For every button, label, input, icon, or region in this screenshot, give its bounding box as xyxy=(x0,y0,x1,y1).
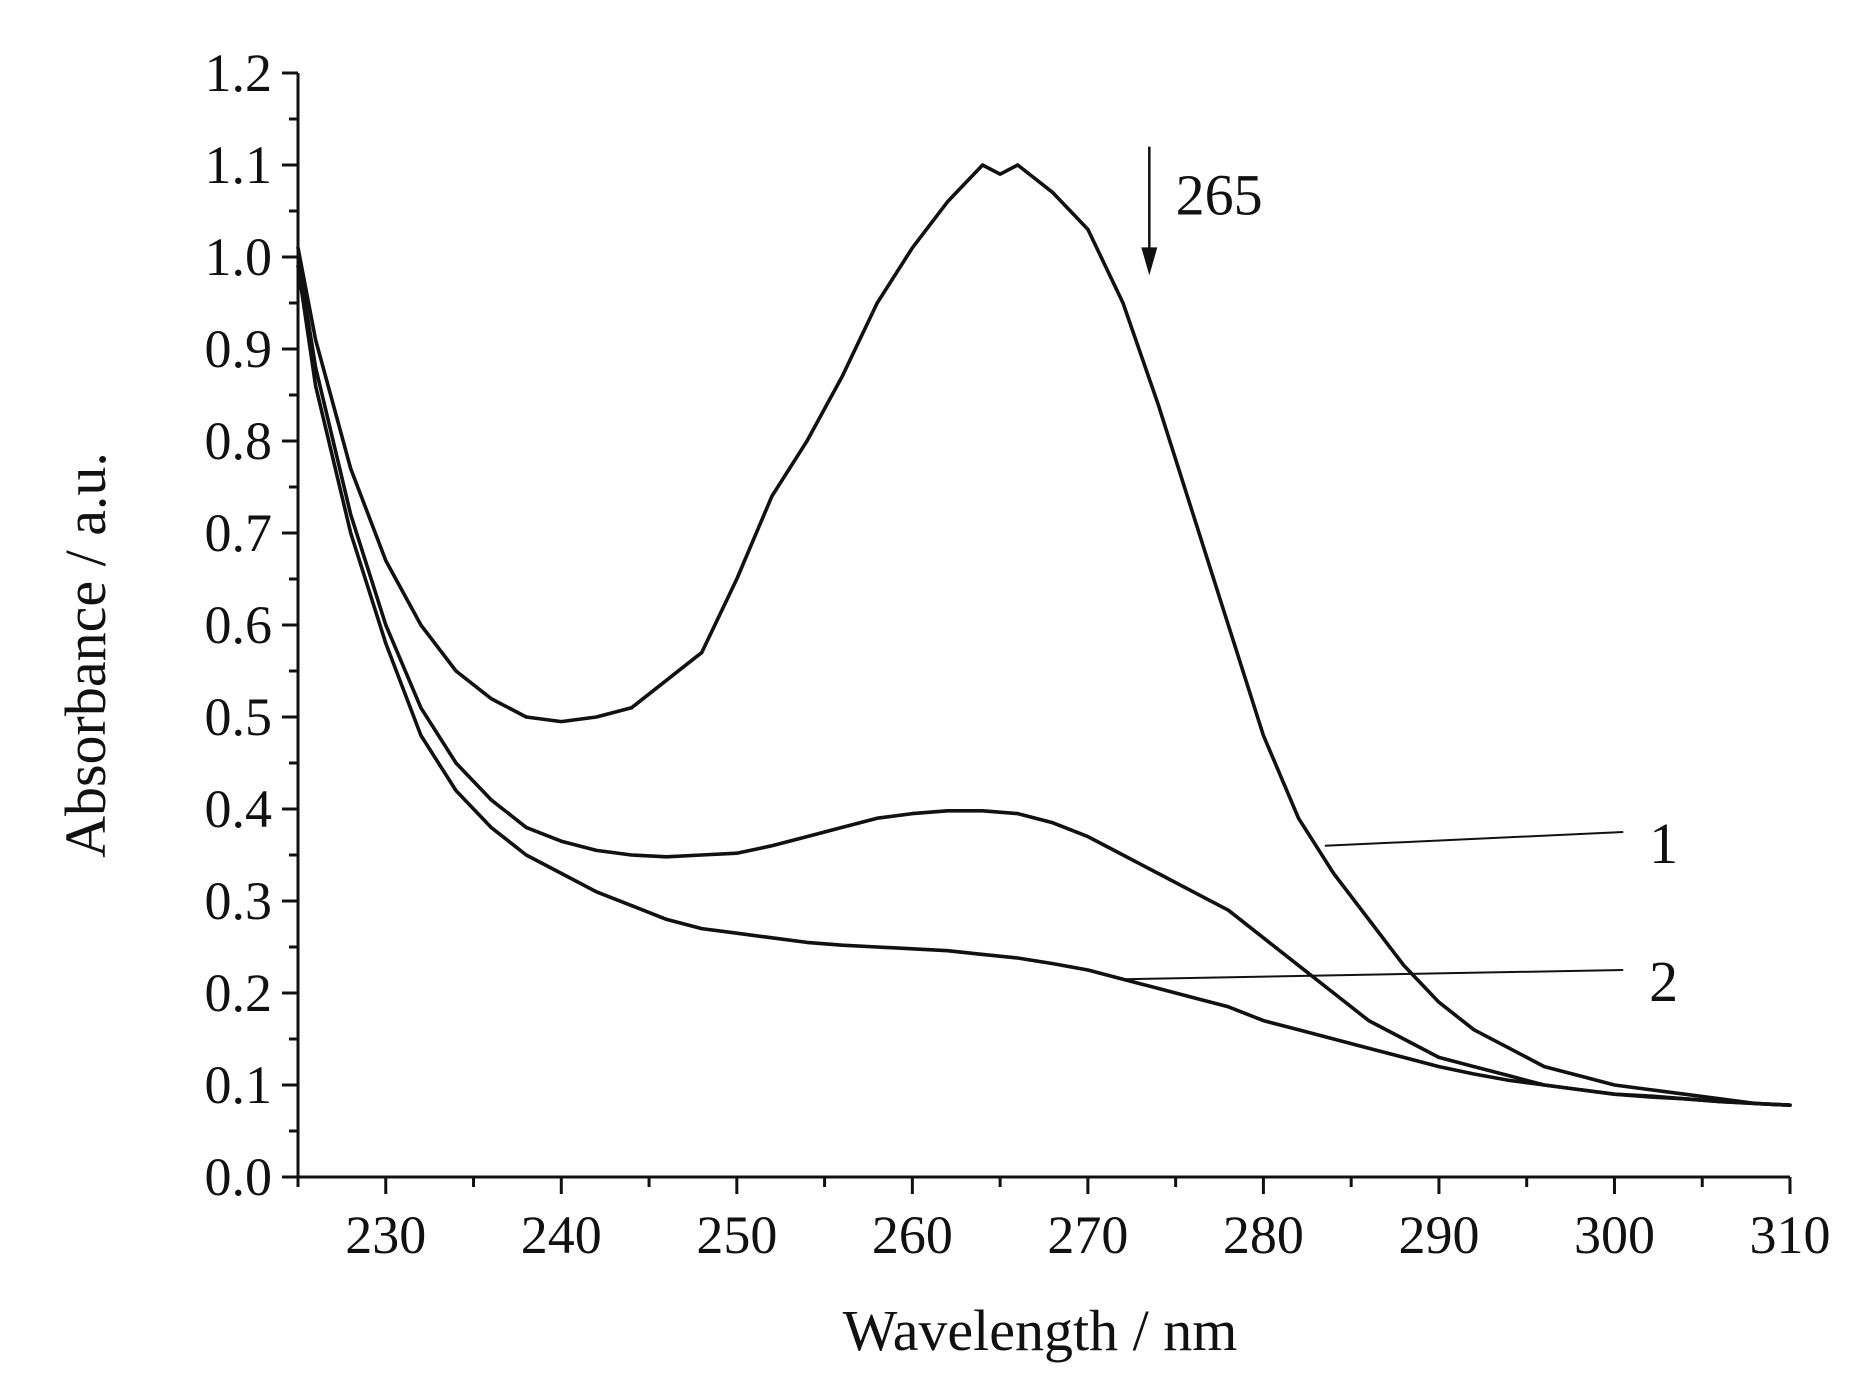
y-tick-label: 1.0 xyxy=(205,227,273,287)
y-tick-label: 0.6 xyxy=(205,595,273,655)
curve-2-leader xyxy=(1122,969,1624,981)
curve-2-label: 2 xyxy=(1649,949,1678,1014)
y-tick-label: 0.3 xyxy=(205,871,273,931)
annotation-265-label: 265 xyxy=(1176,163,1263,228)
y-tick-label: 0.0 xyxy=(205,1147,273,1207)
y-tick-label: 0.7 xyxy=(205,503,273,563)
y-tick-label: 0.9 xyxy=(205,319,273,379)
y-tick-label: 1.2 xyxy=(205,43,273,103)
curve-1-label: 1 xyxy=(1649,811,1678,876)
arrow-265-head xyxy=(1141,247,1158,276)
annotation-layer: 265 1 2 xyxy=(1122,146,1678,1014)
y-tick-label: 0.2 xyxy=(205,963,273,1023)
x-tick-label: 230 xyxy=(345,1205,426,1265)
x-tick-label: 290 xyxy=(1398,1205,1479,1265)
series-line-1 xyxy=(296,255,1792,1107)
y-tick-label: 0.8 xyxy=(205,411,273,471)
y-tick-label: 0.1 xyxy=(205,1055,273,1115)
x-tick-label: 240 xyxy=(521,1205,602,1265)
x-tick-label: 260 xyxy=(872,1205,953,1265)
y-tick-label: 1.1 xyxy=(205,135,273,195)
y-tick-label: 0.5 xyxy=(205,687,273,747)
y-axis-title: Absorbance / a.u. xyxy=(53,452,118,858)
series-line-0 xyxy=(296,163,1792,1107)
curve-1-leader xyxy=(1324,831,1624,847)
series-line-2 xyxy=(296,264,1792,1107)
x-tick-label: 250 xyxy=(696,1205,777,1265)
x-tick-label: 270 xyxy=(1047,1205,1128,1265)
x-tick-label: 310 xyxy=(1750,1205,1831,1265)
x-tick-label: 280 xyxy=(1223,1205,1304,1265)
x-tick-label: 300 xyxy=(1574,1205,1655,1265)
plot-axes: 0.0 0.1 0.2 0.3 0.4 0.5 0.6 0.7 0.8 0.9 1.0 1.1 1.2 2… xyxy=(205,43,1831,1265)
y-tick-label: 0.4 xyxy=(205,779,273,839)
x-axis-title: Wavelength / nm xyxy=(843,1298,1238,1363)
series-layer xyxy=(296,163,1792,1107)
